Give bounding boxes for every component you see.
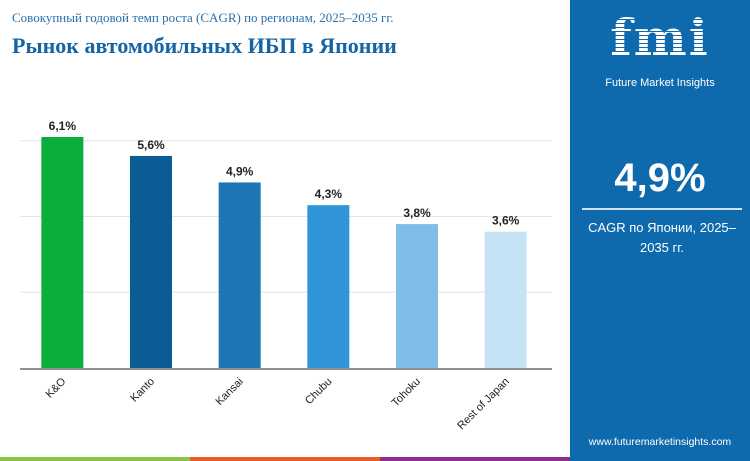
x-tick-label: Kansai	[214, 376, 246, 408]
fmi-logo: fmi Future Market Insights	[570, 4, 750, 90]
cagr-caption: CAGR по Японии, 2025–2035 гг.	[588, 220, 736, 255]
footer-strip-purple	[380, 457, 570, 461]
data-label: 3,8%	[403, 206, 431, 220]
x-tick-label: Kanto	[128, 376, 157, 405]
bar	[130, 155, 172, 368]
chart-title: Рынок автомобильных ИБП в Японии	[12, 33, 397, 58]
data-label: 3,6%	[492, 214, 520, 228]
footer-strip-orange	[190, 457, 380, 461]
divider	[582, 208, 742, 210]
data-label: 4,3%	[315, 187, 343, 201]
cagr-value: 4,9%	[614, 156, 706, 200]
website-link[interactable]: www.futuremarketinsights.com	[588, 436, 732, 448]
side-panel: fmi Future Market Insights 4,9% CAGR по …	[570, 0, 750, 461]
bar	[41, 137, 84, 368]
x-tick-label: Rest of Japan	[455, 376, 511, 432]
chart-subtitle: Совокупный годовой темп роста (CAGR) по …	[12, 10, 394, 25]
data-label: 6,1%	[49, 119, 77, 133]
x-tick-label: K&O	[44, 375, 69, 400]
bar	[307, 205, 350, 368]
x-tick-label: Chubu	[303, 376, 334, 407]
bar	[484, 231, 527, 368]
data-label: 5,6%	[137, 138, 165, 152]
bar-chart: 6,1% K&O 5,6% Kanto 4,9% Kansai 4,3% Chubu 3,8% T…	[20, 119, 552, 432]
bar	[396, 224, 438, 368]
data-label: 4,9%	[226, 164, 254, 178]
logo-text: Future Market Insights	[605, 77, 715, 89]
logo-mark: fmi	[570, 4, 750, 72]
x-tick-label: Tohoku	[390, 376, 424, 410]
bar	[218, 182, 261, 368]
footer-strip-green	[0, 457, 190, 461]
